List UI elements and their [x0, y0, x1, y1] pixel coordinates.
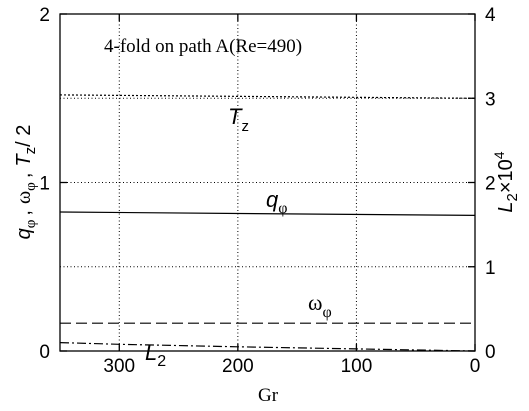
series-label-l2-sub: 2 [157, 353, 166, 370]
x-tick-label: 300 [103, 356, 135, 377]
series-label-q: qφ [266, 187, 287, 217]
ylabel-omega: ω [13, 191, 35, 204]
y-axis-label-left: qφ,ωφ,Tz/ 2 [13, 125, 39, 240]
series-label-tz-base: T [228, 104, 243, 129]
y-axis-label-right: L2×104 [491, 151, 521, 212]
x-axis-label: Gr [258, 385, 279, 406]
ylabel-t-rest: / 2 [13, 125, 35, 147]
x-tick-label: 200 [222, 356, 254, 377]
series-label-omega-base: ω [308, 290, 322, 315]
series-label-tz: Tz [228, 104, 249, 135]
grid [60, 14, 475, 351]
ylabel-q-sub: φ [23, 219, 39, 228]
y-right-tick-label: 2 [485, 174, 496, 195]
y-right-tick-label: 1 [485, 258, 496, 279]
y-right-tick-label: 0 [485, 342, 496, 363]
ylabel-sep-2: , [13, 173, 35, 179]
x-tick-label: 0 [470, 356, 481, 377]
series-line-4 [59, 342, 476, 352]
series-line-1 [59, 94, 476, 99]
series-label-omega-sub: φ [322, 304, 331, 321]
ylabel-omega-sub: φ [23, 182, 39, 191]
series-line-2 [59, 211, 476, 216]
y-left-tick-label: 1 [39, 174, 50, 195]
series-label-q-base: q [266, 187, 279, 212]
y-right-tick-label: 4 [485, 5, 496, 26]
y-left-tick-label: 0 [39, 342, 50, 363]
y-left-tick-label: 2 [39, 5, 50, 26]
chart-title: 4-fold on path A(Re=490) [104, 36, 302, 57]
series-label-l2: L2 [145, 340, 166, 370]
y-right-tick-label: 3 [485, 89, 496, 110]
ylabel-sep-1: , [13, 210, 35, 216]
ylabel-right-sub: 2 [504, 193, 521, 201]
ylabel-t-sub: z [22, 147, 39, 155]
ylabel-q: q [13, 228, 35, 239]
ylabel-right-base: L [495, 201, 517, 212]
series-label-q-sub: φ [278, 200, 287, 217]
series-label-l2-base: L [145, 340, 157, 365]
series-label-tz-sub: z [241, 118, 249, 135]
ylabel-t: T [13, 153, 35, 167]
ylabel-right-times: ×10 [495, 159, 517, 193]
series-label-omega: ωφ [308, 290, 332, 321]
ylabel-right-exp: 4 [491, 151, 507, 159]
x-tick-label: 100 [341, 356, 373, 377]
series-lines [59, 94, 476, 352]
